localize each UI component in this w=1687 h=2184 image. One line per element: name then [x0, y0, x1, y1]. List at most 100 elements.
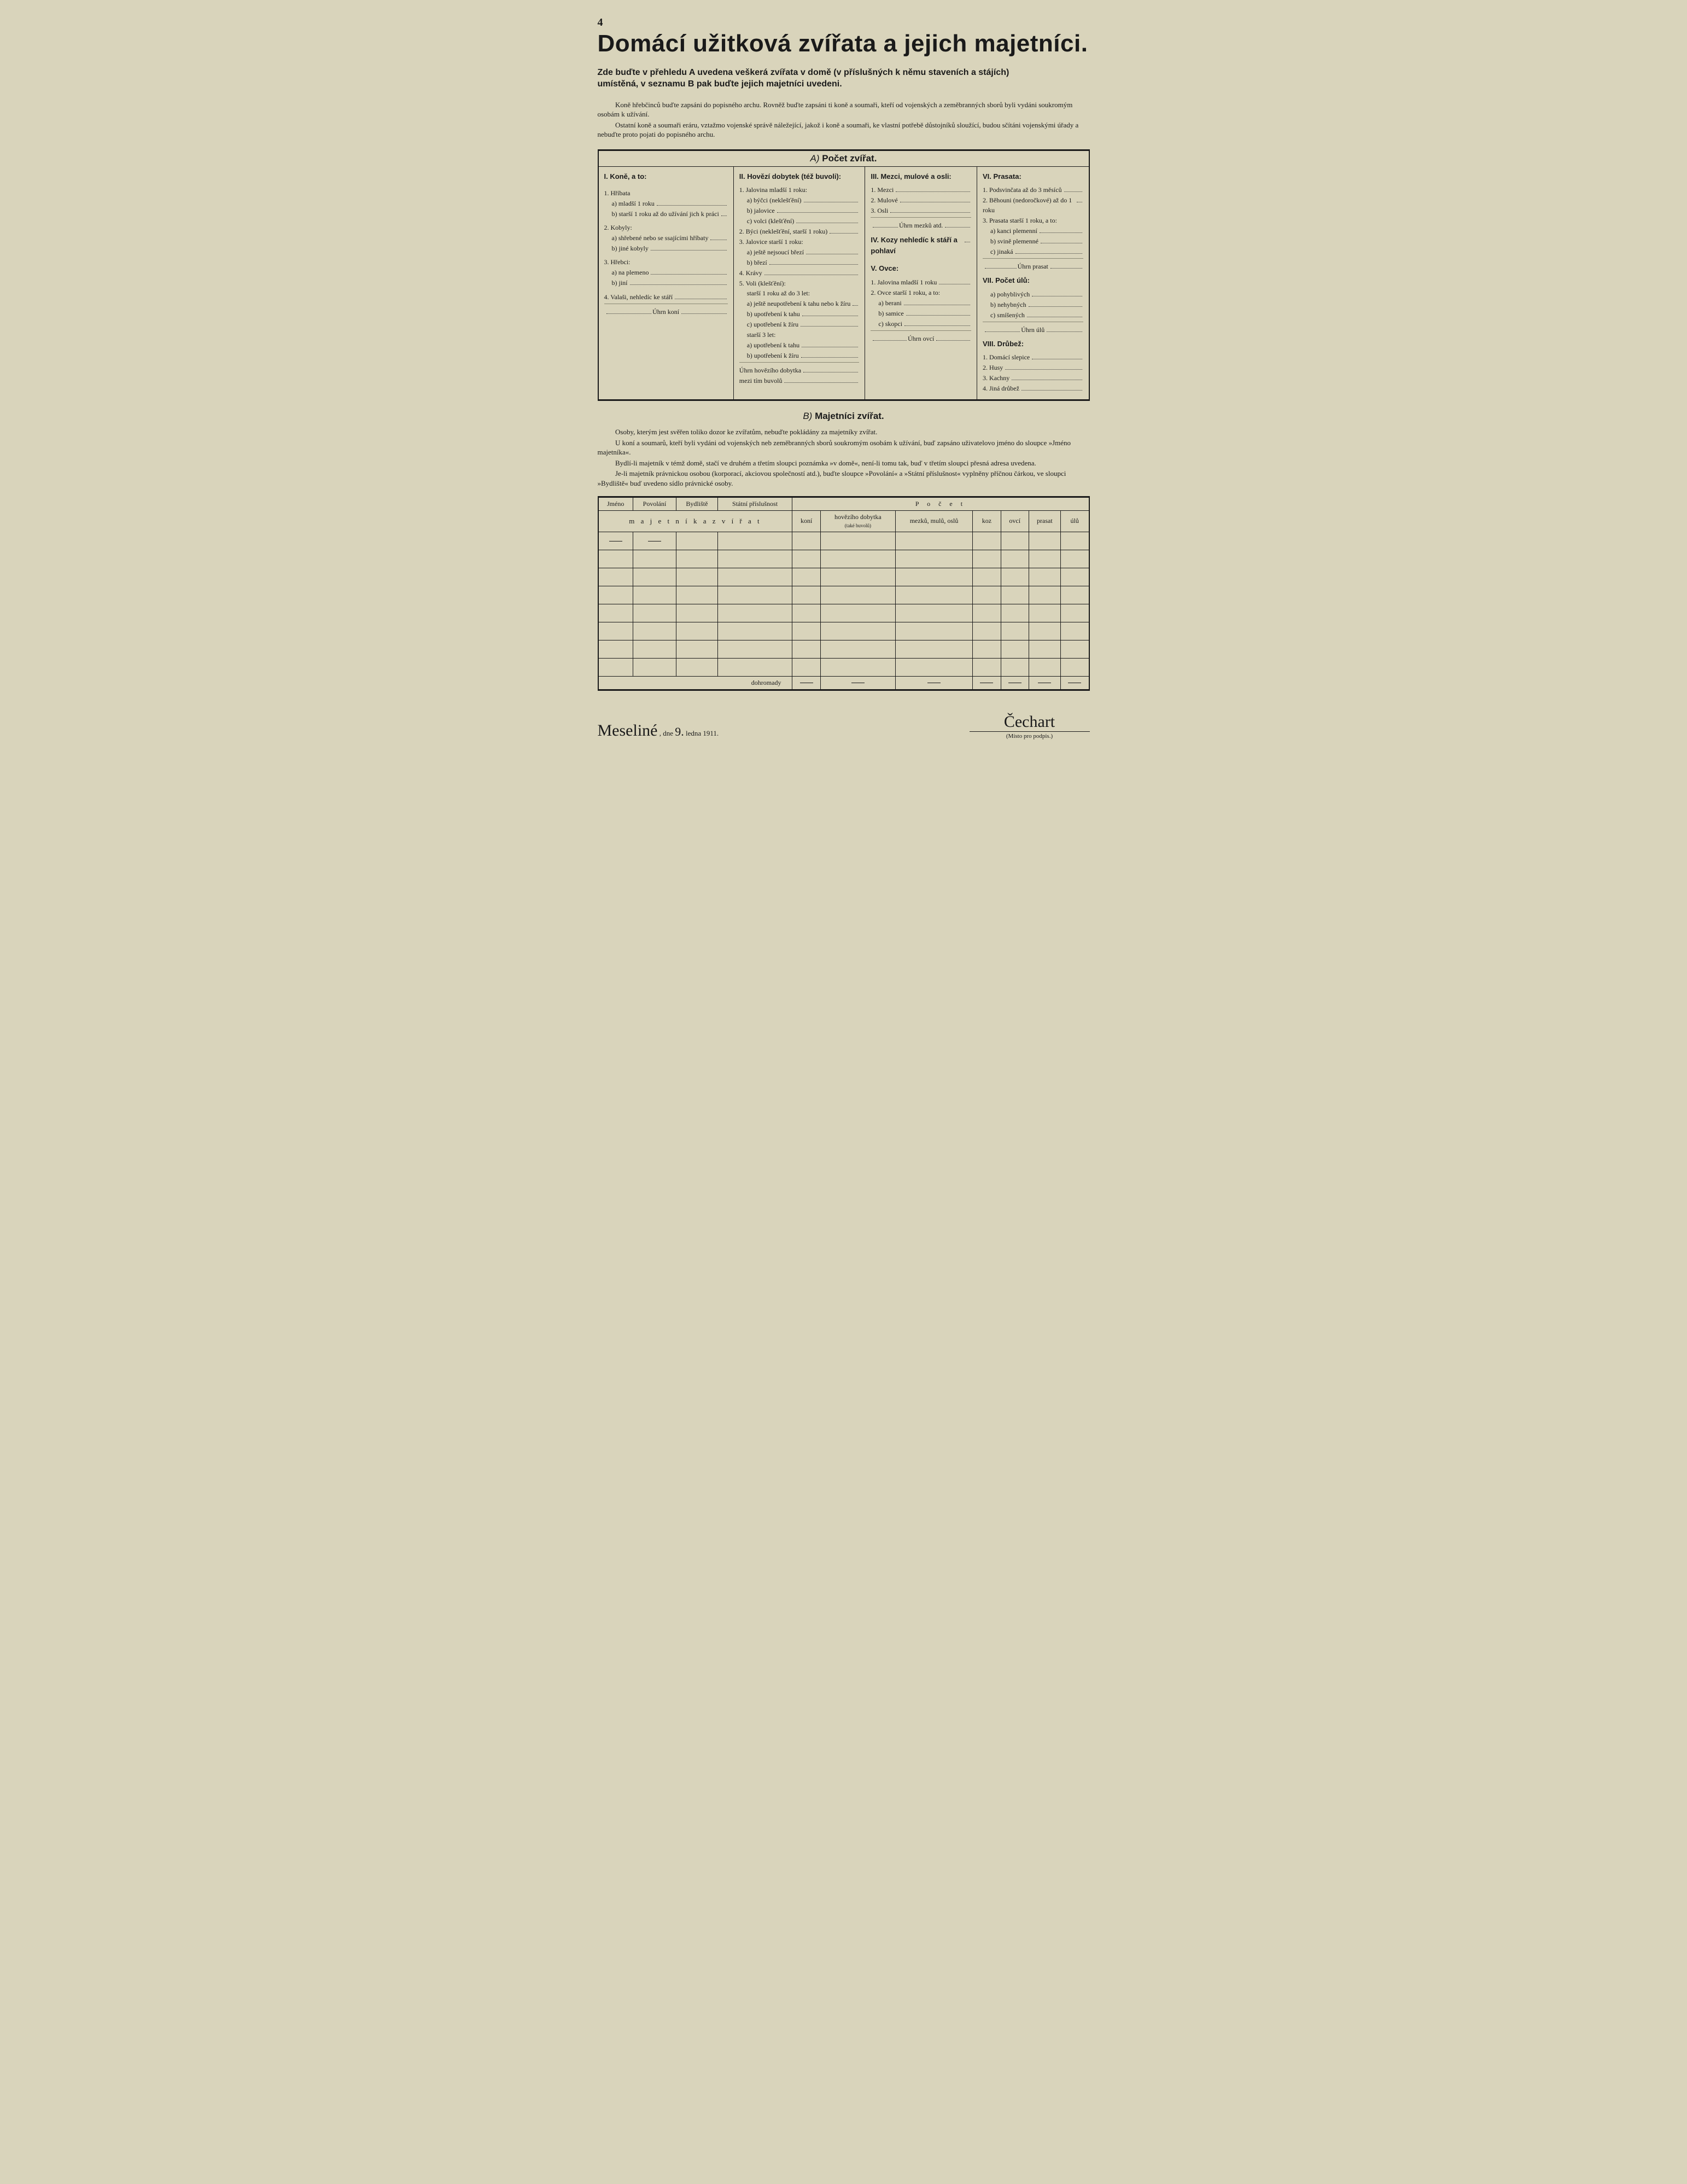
col4-headA: VI. Prasata:: [983, 171, 1083, 182]
col1-i2b: b) jiné kobyly: [604, 243, 728, 253]
col3-headB: IV. Kozy nehledíc k stáří a po­hlaví: [871, 235, 971, 259]
col1-total: Úhrn koní: [604, 307, 728, 317]
col2-i2: 2. Býci (neklešťění, starší 1 roku): [739, 226, 860, 236]
col1-i4: 4. Valaši, nehledíc ke stáří: [604, 292, 728, 302]
page-number: 4: [598, 16, 1090, 29]
col3-a3: 3. Osli: [871, 206, 971, 216]
intro-text: Koně hřebčinců buďte zapsáni do popisnéh…: [598, 100, 1090, 139]
col2-i5b2: b) upotřebení k žíru: [739, 351, 860, 360]
right-signature: Čechart: [1004, 713, 1055, 731]
signature-caption: (Místo pro podpis.): [970, 731, 1090, 739]
document-page: 4 Domácí užitková zvířata a jejich majet…: [570, 0, 1117, 773]
col4-b3: c) smíšených: [983, 310, 1083, 320]
th-koz: koz: [973, 510, 1001, 532]
table-row: [598, 658, 1089, 676]
col4-a3b: b) svině plemenné: [983, 236, 1083, 246]
th-mezku: mezků, mulů, oslů: [895, 510, 972, 532]
section-a-title: Počet zvířat.: [822, 153, 877, 164]
col2-i4: 4. Krávy: [739, 268, 860, 278]
col1-i1: 1. Hříbata: [604, 188, 728, 198]
intro-p2: Ostatní koně a soumaři eráru, vztažmo vo…: [598, 120, 1090, 139]
table-row: [598, 640, 1089, 658]
section-a-box: A) Počet zvířat. I. Koně, a to: 1. Hříba…: [598, 149, 1090, 401]
col1-i2a: a) shřebené nebo se ssají­cími hříbaty: [604, 233, 728, 243]
th-ovci: ovcí: [1001, 510, 1029, 532]
col1-i2: 2. Kobyly:: [604, 223, 728, 232]
col1-i1b: b) starší 1 roku až do uží­vání jich k p…: [604, 209, 728, 219]
col2-i3: 3. Jalovice starší 1 roku:: [739, 237, 860, 247]
col1-i3a: a) na plemeno: [604, 267, 728, 277]
table-total-row: dohromady: [598, 676, 1089, 690]
col2-i3b: b) březí: [739, 258, 860, 267]
col3-ctotal: Úhrn ovcí: [871, 334, 971, 343]
col2-i5s: starší 1 roku až do 3 let:: [739, 288, 860, 298]
col2-i5a2: a) upotřebení k tahu: [739, 340, 860, 350]
th-pocet: P o č e t: [792, 497, 1089, 510]
col-kone: I. Koně, a to: 1. Hříbata a) mladší 1 ro…: [599, 167, 734, 400]
table-row: [598, 622, 1089, 640]
owners-table: Jméno Povolání Bydliště Státní příslušno…: [598, 496, 1090, 691]
col4-a1: 1. Podsvinčata až do 3 měsíců: [983, 185, 1083, 195]
table-row: [598, 550, 1089, 568]
col4-atotal: Úhrn prasat: [983, 261, 1083, 271]
th-koni: koní: [792, 510, 820, 532]
table-row: [598, 532, 1089, 550]
col1-head: I. Koně, a to:: [604, 171, 728, 182]
page-title: Domácí užitková zvířata a jejich majetní…: [598, 30, 1090, 57]
col4-headB: VII. Počet úlů:: [983, 275, 1083, 286]
th-bydliste: Bydliště: [676, 497, 718, 510]
col3-headA: III. Mezci, mulové a osli:: [871, 171, 971, 182]
th-prasat: prasat: [1029, 510, 1060, 532]
col4-b1: a) pohyblivých: [983, 289, 1083, 299]
footer-right: Čechart (Místo pro podpis.): [970, 713, 1090, 740]
subtitle: Zde buďte v přehledu A uvedena veškerá z…: [598, 67, 1090, 90]
col4-btotal: Úhrn úlů: [983, 325, 1083, 335]
date-rest: ledna 1911.: [686, 729, 719, 737]
section-a-columns: I. Koně, a to: 1. Hříbata a) mladší 1 ro…: [599, 167, 1089, 400]
b-p4: Je-li majetník právnickou osobou (korpor…: [598, 469, 1090, 488]
col2-i3a: a) ještě nejsoucí březí: [739, 247, 860, 257]
col3-c2: 2. Ovce starší 1 roku, a to:: [871, 288, 971, 298]
td-total-label: dohromady: [598, 676, 792, 690]
section-b-letter: B): [803, 411, 812, 421]
col1-i3b: b) jiní: [604, 278, 728, 288]
th-ulu: úlů: [1060, 510, 1089, 532]
col3-headC: V. Ovce:: [871, 263, 971, 274]
col3-c2a: a) berani: [871, 298, 971, 308]
subtitle-line-1: Zde buďte v přehledu A uvedena veškerá z…: [598, 68, 1009, 77]
section-b-label: B) Majetníci zvířat.: [598, 411, 1090, 422]
footer: Meseliné , dne 9. ledna 1911. Čechart (M…: [598, 713, 1090, 740]
col4-c1: 1. Domácí slepice: [983, 352, 1083, 362]
footer-left: Meseliné , dne 9. ledna 1911.: [598, 721, 719, 740]
col2-i5: 5. Voli (klešťění):: [739, 278, 860, 288]
col4-headC: VIII. Drůbež:: [983, 339, 1083, 350]
col2-i5s2: starší 3 let:: [739, 330, 860, 340]
col3-a2: 2. Mulové: [871, 195, 971, 205]
col1-i1a: a) mladší 1 roku: [604, 199, 728, 208]
b-p3: Bydlí-li majetník v témž domě, stačí ve …: [598, 458, 1090, 468]
col3-c1: 1. Jalovina mladší 1 roku: [871, 277, 971, 287]
col-prasata-uly-drubez: VI. Prasata: 1. Podsvinčata až do 3 měsí…: [977, 167, 1089, 400]
section-a-label: A) Počet zvířat.: [599, 151, 1089, 167]
col3-c2b: b) samice: [871, 308, 971, 318]
col2-i5c: c) upotřebení k žíru: [739, 319, 860, 329]
col2-i5b: b) upotřebení k tahu: [739, 309, 860, 319]
th-dobytka: hovězího dobytka(také buvolů): [820, 510, 895, 532]
col3-atotal: Úhrn mezků atd.: [871, 220, 971, 230]
col2-i1c: c) volci (klešťění): [739, 216, 860, 226]
col2-i1: 1. Jalovina mladší 1 roku:: [739, 185, 860, 195]
table-row: [598, 568, 1089, 586]
col4-a3a: a) kanci plemenní: [983, 226, 1083, 236]
col4-c3: 3. Kachny: [983, 373, 1083, 383]
col3-a1: 1. Mezci: [871, 185, 971, 195]
col-mezci-kozy-ovce: III. Mezci, mulové a osli: 1. Mezci 2. M…: [865, 167, 977, 400]
col4-c4: 4. Jiná drůbež: [983, 383, 1083, 393]
section-b-title: Majetníci zvířat.: [815, 411, 884, 421]
date-prefix: , dne: [659, 729, 673, 737]
th-owner: m a j e t n í k a z v í ř a t: [598, 510, 792, 532]
th-povolani: Povolání: [633, 497, 676, 510]
col4-c2: 2. Husy: [983, 363, 1083, 372]
b-p2: U koní a soumarů, kteří byli vydáni od v…: [598, 438, 1090, 457]
col-dobytek: II. Hovězí dobytek (též buvoli): 1. Jalo…: [734, 167, 866, 400]
table-row: [598, 604, 1089, 622]
